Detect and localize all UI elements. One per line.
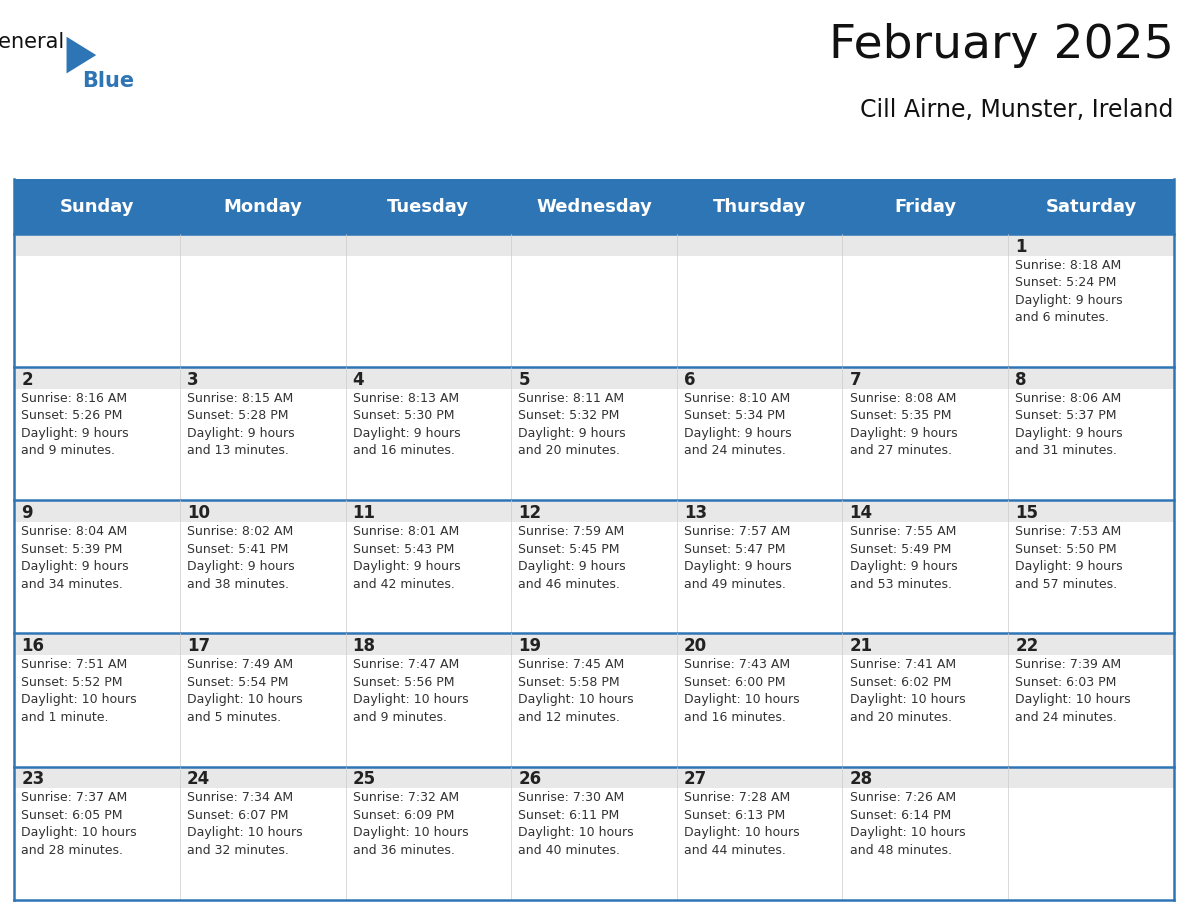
Text: 16: 16 xyxy=(21,637,44,655)
Text: 19: 19 xyxy=(518,637,542,655)
Polygon shape xyxy=(67,37,96,73)
Bar xyxy=(14,522,1174,633)
Bar xyxy=(14,256,1174,367)
Text: Friday: Friday xyxy=(895,197,956,216)
Text: February 2025: February 2025 xyxy=(829,23,1174,68)
Text: Cill Airne, Munster, Ireland: Cill Airne, Munster, Ireland xyxy=(860,98,1174,122)
Text: 6: 6 xyxy=(684,371,695,389)
Text: 13: 13 xyxy=(684,504,707,522)
Bar xyxy=(14,767,1174,789)
Text: 2: 2 xyxy=(21,371,33,389)
Text: General: General xyxy=(0,32,65,52)
Text: 3: 3 xyxy=(187,371,198,389)
Text: Sunrise: 7:49 AM
Sunset: 5:54 PM
Daylight: 10 hours
and 5 minutes.: Sunrise: 7:49 AM Sunset: 5:54 PM Dayligh… xyxy=(187,658,303,723)
Text: Sunrise: 7:30 AM
Sunset: 6:11 PM
Daylight: 10 hours
and 40 minutes.: Sunrise: 7:30 AM Sunset: 6:11 PM Dayligh… xyxy=(518,791,634,856)
Text: Blue: Blue xyxy=(82,71,134,91)
Text: Wednesday: Wednesday xyxy=(536,197,652,216)
Text: Sunrise: 7:55 AM
Sunset: 5:49 PM
Daylight: 9 hours
and 53 minutes.: Sunrise: 7:55 AM Sunset: 5:49 PM Dayligh… xyxy=(849,525,958,590)
Bar xyxy=(14,789,1174,900)
Text: Thursday: Thursday xyxy=(713,197,807,216)
Text: 8: 8 xyxy=(1016,371,1026,389)
Text: 14: 14 xyxy=(849,504,873,522)
Text: 25: 25 xyxy=(353,770,375,789)
Text: Sunrise: 8:18 AM
Sunset: 5:24 PM
Daylight: 9 hours
and 6 minutes.: Sunrise: 8:18 AM Sunset: 5:24 PM Dayligh… xyxy=(1016,259,1123,324)
Bar xyxy=(14,234,1174,256)
Text: Sunrise: 7:45 AM
Sunset: 5:58 PM
Daylight: 10 hours
and 12 minutes.: Sunrise: 7:45 AM Sunset: 5:58 PM Dayligh… xyxy=(518,658,634,723)
Text: Sunrise: 8:13 AM
Sunset: 5:30 PM
Daylight: 9 hours
and 16 minutes.: Sunrise: 8:13 AM Sunset: 5:30 PM Dayligh… xyxy=(353,392,460,457)
Text: Sunrise: 7:57 AM
Sunset: 5:47 PM
Daylight: 9 hours
and 49 minutes.: Sunrise: 7:57 AM Sunset: 5:47 PM Dayligh… xyxy=(684,525,791,590)
Text: 11: 11 xyxy=(353,504,375,522)
Text: 12: 12 xyxy=(518,504,542,522)
Text: Sunrise: 8:15 AM
Sunset: 5:28 PM
Daylight: 9 hours
and 13 minutes.: Sunrise: 8:15 AM Sunset: 5:28 PM Dayligh… xyxy=(187,392,295,457)
Bar xyxy=(14,389,1174,500)
Text: Sunrise: 7:26 AM
Sunset: 6:14 PM
Daylight: 10 hours
and 48 minutes.: Sunrise: 7:26 AM Sunset: 6:14 PM Dayligh… xyxy=(849,791,965,856)
Text: 1: 1 xyxy=(1016,238,1026,256)
Text: Sunrise: 7:32 AM
Sunset: 6:09 PM
Daylight: 10 hours
and 36 minutes.: Sunrise: 7:32 AM Sunset: 6:09 PM Dayligh… xyxy=(353,791,468,856)
Text: 4: 4 xyxy=(353,371,365,389)
Text: Sunrise: 8:11 AM
Sunset: 5:32 PM
Daylight: 9 hours
and 20 minutes.: Sunrise: 8:11 AM Sunset: 5:32 PM Dayligh… xyxy=(518,392,626,457)
Text: Sunrise: 7:28 AM
Sunset: 6:13 PM
Daylight: 10 hours
and 44 minutes.: Sunrise: 7:28 AM Sunset: 6:13 PM Dayligh… xyxy=(684,791,800,856)
Text: 18: 18 xyxy=(353,637,375,655)
Text: Tuesday: Tuesday xyxy=(387,197,469,216)
Text: Sunrise: 8:08 AM
Sunset: 5:35 PM
Daylight: 9 hours
and 27 minutes.: Sunrise: 8:08 AM Sunset: 5:35 PM Dayligh… xyxy=(849,392,958,457)
Text: Sunrise: 8:01 AM
Sunset: 5:43 PM
Daylight: 9 hours
and 42 minutes.: Sunrise: 8:01 AM Sunset: 5:43 PM Dayligh… xyxy=(353,525,460,590)
Bar xyxy=(14,500,1174,522)
Text: 24: 24 xyxy=(187,770,210,789)
Bar xyxy=(14,179,1174,234)
Text: 28: 28 xyxy=(849,770,873,789)
Text: 23: 23 xyxy=(21,770,45,789)
Text: Monday: Monday xyxy=(223,197,302,216)
Text: Sunrise: 7:37 AM
Sunset: 6:05 PM
Daylight: 10 hours
and 28 minutes.: Sunrise: 7:37 AM Sunset: 6:05 PM Dayligh… xyxy=(21,791,137,856)
Text: Sunrise: 8:16 AM
Sunset: 5:26 PM
Daylight: 9 hours
and 9 minutes.: Sunrise: 8:16 AM Sunset: 5:26 PM Dayligh… xyxy=(21,392,129,457)
Text: 26: 26 xyxy=(518,770,542,789)
Text: 20: 20 xyxy=(684,637,707,655)
Text: 5: 5 xyxy=(518,371,530,389)
Text: Sunrise: 7:47 AM
Sunset: 5:56 PM
Daylight: 10 hours
and 9 minutes.: Sunrise: 7:47 AM Sunset: 5:56 PM Dayligh… xyxy=(353,658,468,723)
Text: Sunrise: 7:34 AM
Sunset: 6:07 PM
Daylight: 10 hours
and 32 minutes.: Sunrise: 7:34 AM Sunset: 6:07 PM Dayligh… xyxy=(187,791,303,856)
Text: 7: 7 xyxy=(849,371,861,389)
Text: Sunrise: 8:04 AM
Sunset: 5:39 PM
Daylight: 9 hours
and 34 minutes.: Sunrise: 8:04 AM Sunset: 5:39 PM Dayligh… xyxy=(21,525,129,590)
Text: Sunrise: 7:51 AM
Sunset: 5:52 PM
Daylight: 10 hours
and 1 minute.: Sunrise: 7:51 AM Sunset: 5:52 PM Dayligh… xyxy=(21,658,137,723)
Text: Sunrise: 8:02 AM
Sunset: 5:41 PM
Daylight: 9 hours
and 38 minutes.: Sunrise: 8:02 AM Sunset: 5:41 PM Dayligh… xyxy=(187,525,295,590)
Bar xyxy=(14,633,1174,655)
Text: 10: 10 xyxy=(187,504,210,522)
Text: Sunrise: 7:41 AM
Sunset: 6:02 PM
Daylight: 10 hours
and 20 minutes.: Sunrise: 7:41 AM Sunset: 6:02 PM Dayligh… xyxy=(849,658,965,723)
Text: 27: 27 xyxy=(684,770,707,789)
Text: 21: 21 xyxy=(849,637,873,655)
Text: 22: 22 xyxy=(1016,637,1038,655)
Text: Sunrise: 7:43 AM
Sunset: 6:00 PM
Daylight: 10 hours
and 16 minutes.: Sunrise: 7:43 AM Sunset: 6:00 PM Dayligh… xyxy=(684,658,800,723)
Text: Saturday: Saturday xyxy=(1045,197,1137,216)
Text: 17: 17 xyxy=(187,637,210,655)
Text: 9: 9 xyxy=(21,504,33,522)
Bar xyxy=(14,655,1174,767)
Text: Sunrise: 7:53 AM
Sunset: 5:50 PM
Daylight: 9 hours
and 57 minutes.: Sunrise: 7:53 AM Sunset: 5:50 PM Dayligh… xyxy=(1016,525,1123,590)
Text: 15: 15 xyxy=(1016,504,1038,522)
Text: Sunday: Sunday xyxy=(59,197,134,216)
Text: Sunrise: 7:39 AM
Sunset: 6:03 PM
Daylight: 10 hours
and 24 minutes.: Sunrise: 7:39 AM Sunset: 6:03 PM Dayligh… xyxy=(1016,658,1131,723)
Text: Sunrise: 7:59 AM
Sunset: 5:45 PM
Daylight: 9 hours
and 46 minutes.: Sunrise: 7:59 AM Sunset: 5:45 PM Dayligh… xyxy=(518,525,626,590)
Bar xyxy=(14,367,1174,389)
Text: Sunrise: 8:10 AM
Sunset: 5:34 PM
Daylight: 9 hours
and 24 minutes.: Sunrise: 8:10 AM Sunset: 5:34 PM Dayligh… xyxy=(684,392,791,457)
Text: Sunrise: 8:06 AM
Sunset: 5:37 PM
Daylight: 9 hours
and 31 minutes.: Sunrise: 8:06 AM Sunset: 5:37 PM Dayligh… xyxy=(1016,392,1123,457)
